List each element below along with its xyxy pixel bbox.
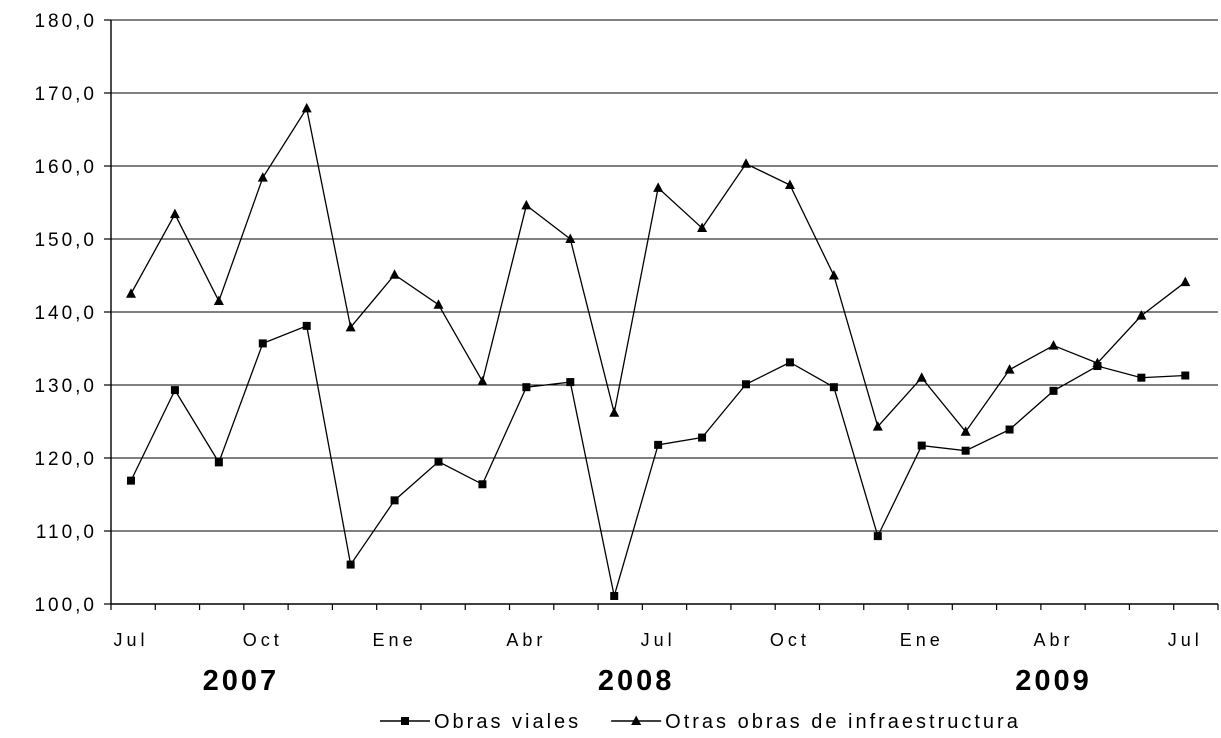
x-tick-label: Ene [373, 630, 417, 650]
series-otras-obras-de-infraestructura [126, 102, 1191, 436]
data-point [609, 407, 620, 417]
data-point [478, 480, 487, 489]
data-point [697, 222, 708, 233]
data-point [302, 321, 311, 330]
x-tick-label: Oct [243, 630, 283, 650]
legend-label: Otras obras de infraestructura [665, 711, 1021, 733]
data-point [401, 717, 409, 725]
data-point [610, 591, 619, 600]
data-point [1181, 371, 1190, 380]
y-tick-label: 140,0 [34, 303, 97, 324]
data-point [916, 372, 927, 382]
legend-item-otras-obras-de-infraestructura: Otras obras de infraestructura [611, 711, 1021, 733]
data-point [1005, 425, 1014, 434]
x-tick-label: Ene [900, 630, 944, 650]
data-point [214, 458, 223, 467]
data-point [346, 560, 355, 569]
data-point [654, 440, 663, 449]
data-point [1180, 276, 1191, 287]
data-point [1137, 373, 1146, 382]
data-point [565, 233, 576, 243]
year-label: 2009 [1015, 665, 1092, 697]
data-point [1092, 357, 1103, 368]
data-point [631, 715, 642, 725]
x-tick-label: Abr [1033, 630, 1073, 650]
data-point [301, 102, 312, 113]
x-tick-label: Oct [770, 630, 810, 650]
data-point [917, 441, 926, 450]
data-point [127, 476, 135, 485]
data-point [698, 433, 707, 442]
series-layer [126, 102, 1191, 600]
data-point [873, 532, 882, 541]
legend: Obras viales Otras obras de infraestructu… [380, 711, 1021, 733]
grid-lines [111, 19, 1218, 532]
data-point [872, 421, 883, 431]
axes: 100,0 110,0 120,0 130,0 140,0 150,0 160,0 170,0… [34, 11, 1219, 697]
data-point [522, 383, 531, 392]
data-point [434, 457, 443, 466]
data-point [213, 295, 224, 306]
data-point [961, 446, 970, 455]
y-tick-label: 150,0 [34, 230, 97, 251]
data-point [126, 288, 136, 298]
data-point [345, 321, 356, 332]
series-line [130, 106, 1186, 433]
y-tick-label: 130,0 [34, 376, 97, 397]
x-tick-label: Jul [641, 630, 676, 650]
x-tick-label: Jul [1168, 630, 1203, 650]
data-point [653, 182, 664, 192]
data-point [741, 158, 751, 168]
y-tick-label: 120,0 [34, 449, 97, 470]
data-point [1136, 310, 1147, 320]
year-label: 2008 [598, 665, 675, 697]
legend-item-obras-viales: Obras viales [380, 711, 581, 733]
data-point [742, 380, 750, 389]
x-tick-label: Jul [113, 630, 148, 650]
data-point [1004, 364, 1015, 374]
data-point [258, 339, 267, 348]
data-point [169, 208, 180, 219]
series-line [130, 324, 1186, 597]
legend-label: Obras viales [434, 711, 581, 733]
y-tick-label: 100,0 [34, 595, 97, 616]
series-obras-viales [127, 321, 1190, 600]
data-point [566, 378, 575, 387]
data-point [828, 270, 839, 280]
data-point [477, 375, 488, 386]
y-tick-label: 180,0 [34, 11, 97, 32]
data-point [1048, 340, 1059, 350]
data-point [433, 299, 444, 309]
data-point [829, 383, 838, 392]
data-point [521, 199, 532, 210]
data-point [785, 358, 794, 367]
y-tick-label: 160,0 [34, 157, 97, 178]
data-point [257, 172, 268, 182]
y-tick-label: 170,0 [34, 84, 97, 105]
data-point [1049, 386, 1058, 395]
y-tick-label: 110,0 [36, 522, 97, 543]
data-point [784, 179, 795, 189]
data-point [170, 386, 179, 395]
x-tick-label: Abr [506, 630, 546, 650]
data-point [389, 269, 400, 279]
data-point [390, 496, 399, 505]
year-label: 2007 [203, 665, 280, 697]
data-point [960, 426, 971, 436]
